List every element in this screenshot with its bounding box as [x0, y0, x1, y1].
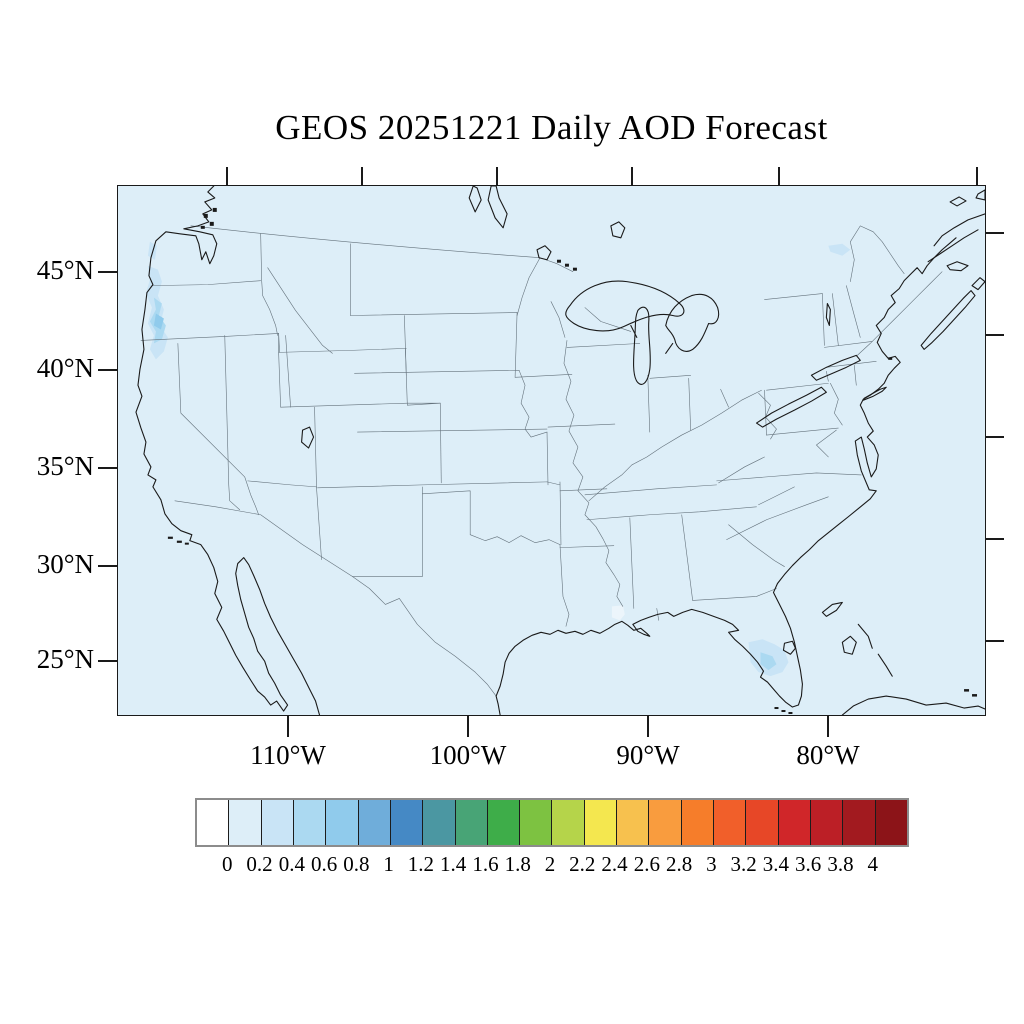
- lat-label: 30°N: [36, 549, 94, 579]
- colorbar-cell: [875, 800, 907, 845]
- top-tick: [496, 167, 498, 185]
- colorbar-cell: [681, 800, 714, 845]
- colorbar-tick-label: 2.6: [633, 852, 660, 876]
- colorbar-tick-label: 1.2: [407, 852, 435, 876]
- top-tick: [778, 167, 780, 185]
- colorbar-cell: [423, 800, 456, 845]
- colorbar-cell: [810, 800, 844, 845]
- colorbar-tick-label: 1: [383, 852, 394, 876]
- map-plot-area: [117, 185, 986, 716]
- colorbar-tick-label: 3.6: [795, 852, 822, 876]
- lat-label: 40°N: [36, 353, 94, 383]
- lat-tick: [98, 660, 117, 662]
- colorbar-cell: [358, 800, 391, 845]
- colorbar-tick-label: 0.4: [278, 852, 305, 876]
- colorbar-cell: [843, 800, 876, 845]
- lon-tick: [467, 716, 469, 737]
- lon-label: 90°W: [616, 740, 680, 770]
- us-aod-map: [135, 186, 985, 715]
- colorbar-tick-label: 2: [544, 852, 556, 876]
- lon-tick: [827, 716, 829, 737]
- colorbar-tick-label: 1.4: [440, 852, 467, 876]
- state-borders: [140, 225, 943, 697]
- colorbar-cell: [455, 800, 488, 845]
- lon-label: 100°W: [429, 740, 507, 770]
- top-tick: [631, 167, 633, 185]
- colorbar-tick-label: 2.4: [601, 852, 628, 876]
- lat-tick: [98, 271, 117, 273]
- lat-label: 25°N: [36, 644, 94, 674]
- lon-tick: [287, 716, 289, 737]
- colorbar-cell: [649, 800, 682, 845]
- lat-tick: [98, 565, 117, 567]
- aod-colorbar: [195, 798, 909, 847]
- colorbar-cell: [617, 800, 650, 845]
- colorbar-tick-label: 2.8: [665, 852, 693, 876]
- colorbar-cell: [552, 800, 585, 845]
- colorbar-cell: [229, 800, 262, 845]
- top-tick: [226, 167, 228, 185]
- lat-tick: [98, 467, 117, 469]
- colorbar-cell: [197, 800, 230, 845]
- top-tick: [361, 167, 363, 185]
- lat-label: 45°N: [36, 255, 94, 285]
- colorbar-cell: [520, 800, 553, 845]
- right-tick: [986, 232, 1004, 234]
- coastlines: [135, 186, 985, 715]
- aod-plume-layer: [145, 241, 851, 677]
- colorbar-tick-label: 3.4: [762, 852, 790, 876]
- lon-label: 110°W: [250, 740, 326, 770]
- lon-tick: [647, 716, 649, 737]
- colorbar-cell: [746, 800, 779, 845]
- colorbar-tick-label: 2.2: [569, 852, 596, 876]
- right-tick: [986, 436, 1004, 438]
- colorbar-cell: [714, 800, 747, 845]
- lat-label: 35°N: [36, 451, 94, 481]
- colorbar-tick-label: 1.8: [504, 852, 531, 876]
- colorbar-tick-label: 3: [706, 852, 717, 876]
- right-tick: [986, 640, 1004, 642]
- colorbar-cell: [261, 800, 294, 845]
- small-islands: [167, 207, 978, 715]
- right-tick: [986, 538, 1004, 540]
- colorbar-tick-label: 0: [222, 852, 233, 876]
- lon-label: 80°W: [796, 740, 860, 770]
- colorbar-tick-label: 1.6: [472, 852, 499, 876]
- colorbar-tick-label: 0.6: [310, 852, 338, 876]
- right-tick: [986, 334, 1004, 336]
- colorbar-tick-label: 3.2: [730, 852, 757, 876]
- colorbar-tick-label: 3.8: [827, 852, 854, 876]
- colorbar-cell: [487, 800, 521, 845]
- colorbar-cell: [326, 800, 359, 845]
- colorbar-cell: [293, 800, 327, 845]
- colorbar-cell: [390, 800, 424, 845]
- colorbar-tick-label: 4: [867, 852, 878, 876]
- page-title: GEOS 20251221 Daily AOD Forecast: [275, 108, 828, 147]
- colorbar-tick-label: 0.8: [343, 852, 370, 876]
- colorbar-tick-label: 0.2: [246, 852, 273, 876]
- colorbar-cell: [584, 800, 618, 845]
- top-tick: [976, 167, 978, 185]
- colorbar-cell: [778, 800, 811, 845]
- lat-tick: [98, 369, 117, 371]
